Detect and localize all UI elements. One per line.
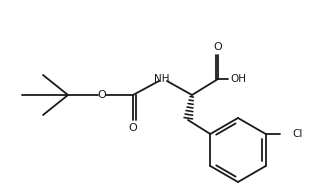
Text: O: O — [214, 42, 222, 52]
Text: OH: OH — [230, 74, 246, 84]
Text: O: O — [129, 123, 137, 133]
Text: O: O — [97, 90, 106, 100]
Text: NH: NH — [154, 74, 170, 84]
Text: Cl: Cl — [293, 129, 303, 139]
